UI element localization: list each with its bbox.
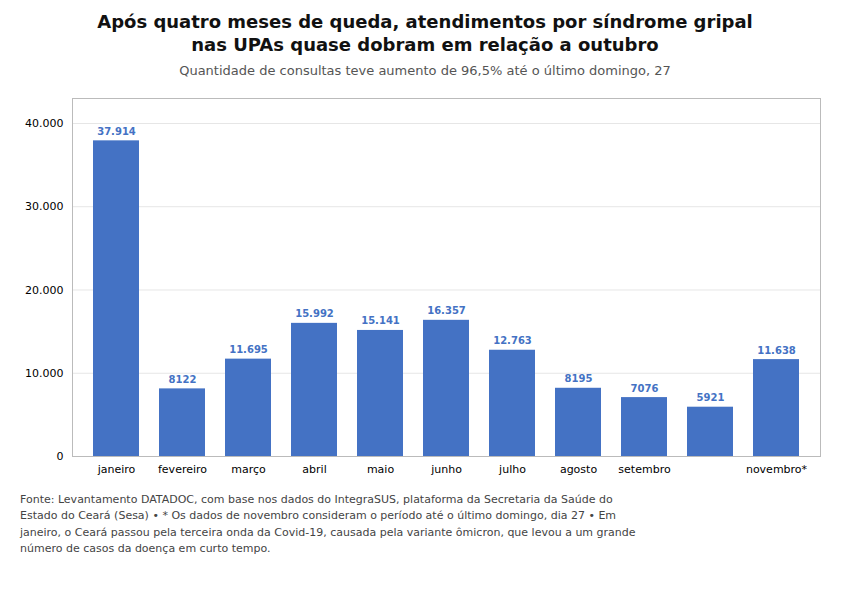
svg-text:37.914: 37.914 <box>97 126 136 137</box>
html-text:Quantidade de consultas teve a: Quantidade de consultas teve aumento de … <box>179 62 671 78</box>
svg-text:30.000: 30.000 <box>25 200 64 213</box>
svg-text:7076: 7076 <box>631 382 659 393</box>
svg-text:16.357: 16.357 <box>427 305 466 316</box>
svg-text:11.638: 11.638 <box>757 344 796 355</box>
svg-text:20.000: 20.000 <box>25 283 64 296</box>
svg-text:11.695: 11.695 <box>229 344 268 355</box>
svg-text:agosto: agosto <box>560 463 597 476</box>
svg-text:10.000: 10.000 <box>25 367 64 380</box>
svg-text:setembro: setembro <box>618 463 671 476</box>
svg-text:julho: julho <box>498 463 526 476</box>
svg-text:5921: 5921 <box>697 392 725 403</box>
svg-text:0: 0 <box>57 450 64 463</box>
svg-text:novembro*: novembro* <box>746 463 808 476</box>
svg-text:março: março <box>231 463 266 476</box>
svg-text:janeiro: janeiro <box>97 463 136 476</box>
html-text:Fonte: Levantamento DATADOC, c: Fonte: Levantamento DATADOC, com base no… <box>20 492 636 556</box>
svg-text:junho: junho <box>430 463 462 476</box>
html-text:Após quatro meses de queda, at: Após quatro meses de queda, atendimentos… <box>97 11 753 56</box>
svg-text:40.000: 40.000 <box>25 117 64 130</box>
svg-text:abril: abril <box>302 463 326 476</box>
svg-text:8122: 8122 <box>169 374 197 385</box>
svg-text:12.763: 12.763 <box>493 335 532 346</box>
svg-text:8195: 8195 <box>565 373 593 384</box>
svg-text:fevereiro: fevereiro <box>158 463 207 476</box>
svg-text:15.141: 15.141 <box>361 315 400 326</box>
svg-text:15.992: 15.992 <box>295 308 334 319</box>
svg-text:maio: maio <box>367 463 395 476</box>
